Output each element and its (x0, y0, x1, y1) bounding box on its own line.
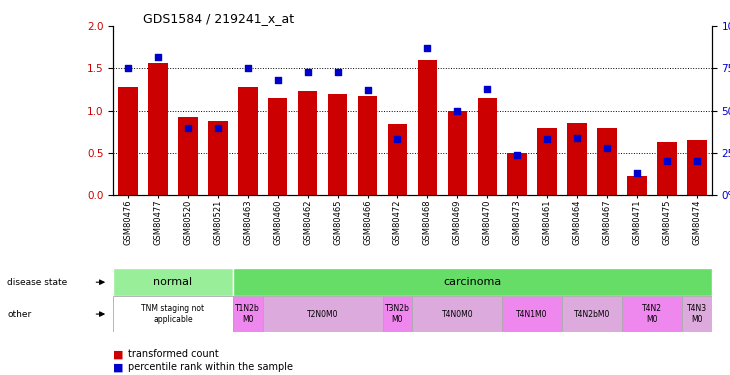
Text: T4N2
M0: T4N2 M0 (642, 304, 662, 324)
Text: disease state: disease state (7, 278, 68, 286)
Point (691, 158, 703, 164)
Bar (208, 121, 228, 195)
Bar (298, 91, 318, 195)
Text: other: other (7, 310, 31, 319)
Bar (328, 94, 347, 195)
Text: TNM staging not
applicable: TNM staging not applicable (142, 304, 204, 324)
Bar (118, 87, 138, 195)
Text: T1N2b
M0: T1N2b M0 (236, 304, 260, 324)
Point (332, 69, 344, 75)
Text: GDS1584 / 219241_x_at: GDS1584 / 219241_x_at (143, 12, 294, 25)
Point (631, 170, 643, 176)
Bar (113, 296, 233, 332)
Point (302, 69, 314, 75)
Bar (238, 87, 258, 195)
Bar (412, 296, 502, 332)
Text: ■: ■ (113, 363, 123, 372)
Point (182, 124, 194, 130)
Bar (233, 296, 263, 332)
Bar (268, 98, 288, 195)
Point (422, 45, 434, 51)
Bar (537, 128, 557, 195)
Bar (627, 177, 647, 195)
Text: transformed count: transformed count (128, 350, 218, 359)
Bar (687, 140, 707, 195)
Bar (622, 296, 682, 332)
Bar (233, 268, 712, 296)
Point (242, 65, 254, 71)
Bar (418, 60, 437, 195)
Text: T4N3
M0: T4N3 M0 (687, 304, 707, 324)
Bar (113, 268, 233, 296)
Text: T2N0M0: T2N0M0 (307, 310, 339, 318)
Bar (597, 128, 617, 195)
Bar (263, 296, 383, 332)
Bar (502, 296, 562, 332)
Point (123, 65, 134, 71)
Point (392, 136, 404, 142)
Bar (562, 296, 622, 332)
Point (272, 77, 284, 83)
Bar (383, 296, 412, 332)
Bar (178, 117, 198, 195)
Bar (358, 96, 377, 195)
Bar (567, 123, 587, 195)
Point (572, 135, 583, 141)
Point (542, 136, 553, 142)
Bar (507, 153, 527, 195)
Text: T4N2bM0: T4N2bM0 (574, 310, 610, 318)
Point (512, 152, 523, 157)
Text: carcinoma: carcinoma (443, 277, 502, 287)
Bar (657, 142, 677, 195)
Point (362, 87, 374, 93)
Text: T4N0M0: T4N0M0 (442, 310, 473, 318)
Point (212, 124, 224, 130)
Point (452, 108, 464, 114)
Text: T4N1M0: T4N1M0 (516, 310, 548, 318)
Point (661, 158, 673, 164)
Bar (388, 124, 407, 195)
Bar (477, 98, 497, 195)
Text: T3N2b
M0: T3N2b M0 (385, 304, 410, 324)
Point (153, 54, 164, 60)
Bar (447, 111, 467, 195)
Text: percentile rank within the sample: percentile rank within the sample (128, 363, 293, 372)
Point (602, 145, 613, 151)
Bar (682, 296, 712, 332)
Text: ■: ■ (113, 350, 123, 359)
Text: normal: normal (153, 277, 193, 287)
Bar (148, 63, 168, 195)
Point (482, 86, 493, 92)
